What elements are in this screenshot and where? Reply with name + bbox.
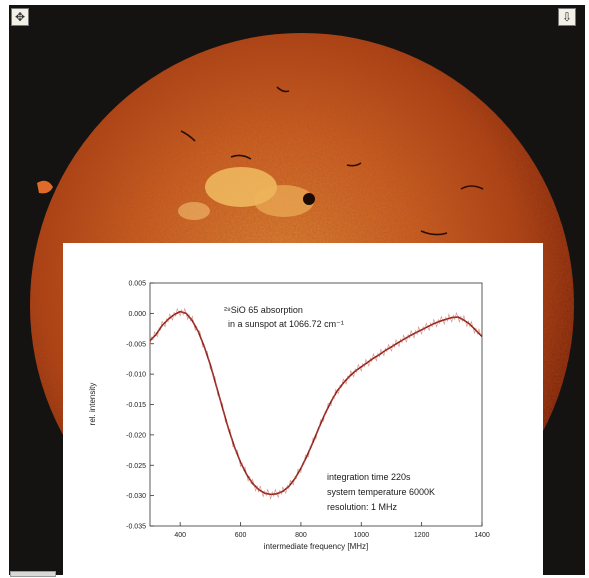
solar-filaments xyxy=(180,86,484,236)
x-tick-label: 600 xyxy=(235,532,247,539)
y-axis-label: rel. intensity xyxy=(88,383,97,426)
y-tick-label: -0.030 xyxy=(126,493,146,500)
expand-arrows-icon[interactable]: ✥ xyxy=(11,8,29,26)
x-tick-label: 1200 xyxy=(414,532,430,539)
y-tick-label: -0.015 xyxy=(126,402,146,409)
spectrum-chart: 0.005 0.000 -0.005 -0.010 -0.015 -0.020 -0.025… xyxy=(88,281,490,552)
y-tick-label: -0.020 xyxy=(126,432,146,439)
x-tick-label: 1000 xyxy=(353,532,369,539)
annotation-line-2: in a sunspot at 1066.72 cm⁻¹ xyxy=(228,319,344,329)
y-tick-label: 0.000 xyxy=(128,311,146,318)
y-tick-label: -0.010 xyxy=(126,372,146,379)
image-caption-bar xyxy=(10,571,56,577)
y-tick-label: 0.005 xyxy=(128,281,146,288)
y-axis: 0.005 0.000 -0.005 -0.010 -0.015 -0.020 -0.025… xyxy=(126,281,154,531)
annotation-line-1: ²⁸SiO 65 absorption xyxy=(224,305,303,315)
download-icon[interactable]: ⇩ xyxy=(558,8,576,26)
x-tick-label: 1400 xyxy=(474,532,490,539)
spectrum-inset: 0.005 0.000 -0.005 -0.010 -0.015 -0.020 -0.025… xyxy=(63,243,543,575)
y-tick-label: -0.005 xyxy=(126,341,146,348)
y-tick-label: -0.025 xyxy=(126,463,146,470)
x-tick-label: 400 xyxy=(174,532,186,539)
note-integration-time: integration time 220s xyxy=(327,472,411,482)
x-axis: 400 600 800 1000 1200 1400 xyxy=(174,522,490,539)
spectrum-series-line xyxy=(149,310,483,496)
x-tick-label: 800 xyxy=(295,532,307,539)
active-region xyxy=(178,167,315,220)
image-frame: ✥ ⇩ 0.005 0.000 -0.005 -0.010 -0.015 -0.020 -0… xyxy=(9,5,585,575)
note-system-temperature: system temperature 6000K xyxy=(327,487,435,497)
prominence xyxy=(37,180,53,194)
y-tick-label: -0.035 xyxy=(126,524,146,531)
x-axis-label: intermediate frequency [MHz] xyxy=(264,542,369,551)
note-resolution: resolution: 1 MHz xyxy=(327,502,398,512)
spectrum-noise-band xyxy=(149,307,481,500)
